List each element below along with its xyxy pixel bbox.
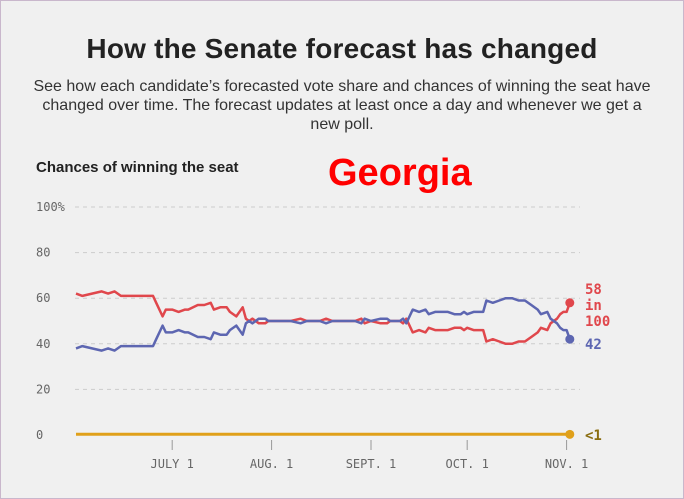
page-subtitle: See how each candidate’s forecasted vote… — [33, 78, 651, 133]
y-tick-label: 0 — [36, 428, 43, 442]
series-line-republican — [75, 290, 571, 346]
series-endpoint-democrat — [565, 334, 575, 344]
blue-end-label: 42 — [585, 337, 602, 353]
x-tick-label: OCT. 1 — [446, 457, 489, 471]
y-tick-label: 100% — [36, 200, 66, 214]
yellow-end-label: <1 — [585, 428, 602, 444]
x-tick-label: AUG. 1 — [250, 457, 293, 471]
red-end-label-in: in — [585, 298, 602, 314]
series-endpoint-other — [565, 429, 575, 439]
state-label: Georgia — [328, 152, 472, 194]
x-tick-label: NOV. 1 — [545, 457, 588, 471]
y-tick-label: 60 — [36, 291, 50, 305]
page-title: How the Senate forecast has changed — [86, 33, 598, 64]
red-end-label-denominator: 100 — [585, 314, 610, 330]
series-line-democrat — [75, 296, 571, 352]
x-tick-label: SEPT. 1 — [346, 457, 397, 471]
y-tick-label: 80 — [36, 246, 50, 260]
x-tick-label: JULY 1 — [151, 457, 194, 471]
series-endpoint-republican — [565, 298, 575, 308]
red-end-label-value: 58 — [585, 282, 602, 298]
y-tick-label: 20 — [36, 382, 50, 396]
chart-heading: Chances of winning the seat — [36, 159, 239, 176]
y-tick-label: 40 — [36, 337, 50, 351]
